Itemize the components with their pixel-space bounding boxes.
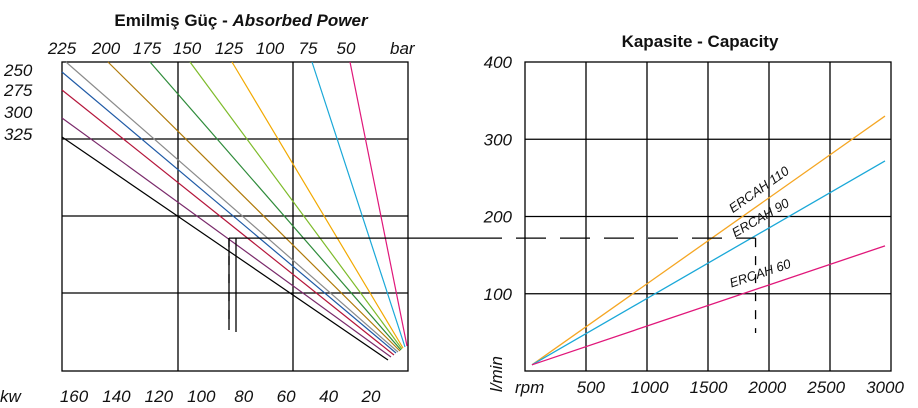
left-power-line-5 — [107, 61, 401, 352]
right-y-axis-label: l/min — [487, 356, 506, 392]
left-power-line-7 — [189, 61, 403, 350]
right-x-axis-label: rpm — [515, 378, 544, 397]
right-x-tick: 1500 — [690, 378, 728, 397]
left-top-tick: 200 — [91, 39, 121, 58]
right-y-tick: 100 — [484, 285, 513, 304]
left-top-tick: 75 — [299, 39, 318, 58]
left-top-tick-labels: 225 200 175 150 125 100 75 50 — [47, 39, 356, 58]
right-series-line-0 — [531, 115, 886, 366]
left-side-tick: 275 — [3, 81, 33, 100]
right-y-tick-labels: 100 200 300 400 — [483, 53, 513, 304]
right-x-tick: 500 — [577, 378, 606, 397]
left-chart-title: Emilmiş Güç - Absorbed Power — [114, 11, 369, 30]
left-grid — [62, 62, 408, 371]
right-chart-title: Kapasite - Capacity — [622, 32, 779, 51]
left-side-tick: 250 — [3, 61, 33, 80]
left-bottom-tick: 60 — [277, 387, 296, 406]
right-x-tick: 2500 — [806, 378, 845, 397]
right-grid — [525, 62, 891, 371]
right-series-lines — [531, 115, 886, 366]
reading-example — [228, 237, 757, 333]
left-power-line-6 — [149, 61, 402, 351]
right-y-tick: 400 — [484, 53, 513, 72]
right-x-tick: 1000 — [631, 378, 669, 397]
right-x-tick: 3000 — [866, 378, 904, 397]
left-power-line-10 — [349, 61, 408, 347]
left-bottom-tick: 120 — [145, 387, 174, 406]
absorbed-power-chart: Emilmiş Güç - Absorbed Power 225 200 175 15… — [0, 11, 416, 406]
left-power-line-8 — [231, 61, 404, 349]
right-x-tick-labels: 500 1000 1500 2000 2500 3000 — [577, 378, 905, 397]
left-side-tick: 300 — [4, 103, 33, 122]
left-bottom-tick: 20 — [361, 387, 381, 406]
right-series-line-2 — [531, 245, 886, 366]
left-x-axis-label: kw — [0, 387, 23, 406]
right-y-tick: 300 — [484, 130, 513, 149]
left-side-tick: 325 — [4, 125, 33, 144]
right-series-label-2: ERCAH 60 — [727, 256, 793, 291]
left-series-lines — [61, 61, 408, 361]
left-bottom-tick: 100 — [187, 387, 216, 406]
left-power-line-1 — [61, 117, 392, 358]
right-y-tick: 200 — [483, 208, 513, 227]
left-top-tick: 100 — [256, 39, 285, 58]
left-top-tick: 150 — [173, 39, 202, 58]
left-top-tick: 125 — [215, 39, 244, 58]
left-power-line-2 — [61, 89, 395, 356]
left-bottom-tick: 140 — [102, 387, 131, 406]
left-top-tick: 175 — [133, 39, 162, 58]
left-bottom-tick: 160 — [60, 387, 89, 406]
left-power-line-3 — [61, 71, 397, 354]
left-power-line-9 — [311, 61, 406, 348]
left-top-axis-unit: bar — [390, 39, 416, 58]
left-bottom-tick: 40 — [319, 387, 338, 406]
left-power-line-0 — [61, 136, 389, 361]
left-top-tick: 225 — [47, 39, 77, 58]
left-bottom-tick: 80 — [234, 387, 253, 406]
left-power-line-4 — [65, 61, 399, 353]
right-x-tick: 2000 — [747, 378, 786, 397]
left-bottom-tick-labels: 160 140 120 100 80 60 40 20 — [60, 387, 381, 406]
right-series-line-1 — [531, 160, 886, 366]
left-top-tick: 50 — [337, 39, 356, 58]
